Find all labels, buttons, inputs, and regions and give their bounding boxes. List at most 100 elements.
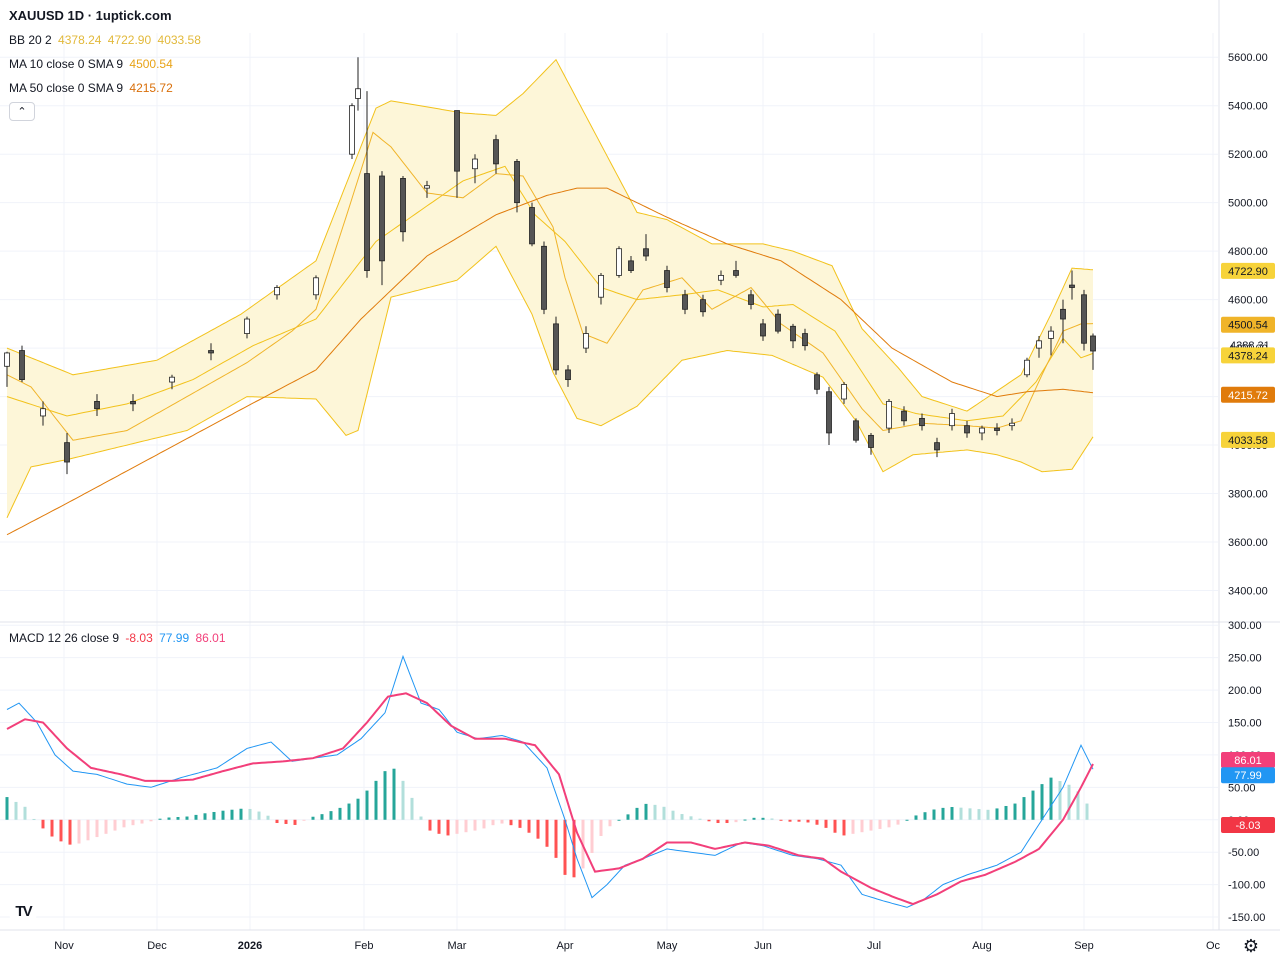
macd-histogram-bar: [527, 819, 531, 833]
macd-histogram-bar: [149, 819, 153, 822]
macd-y-tick-label: -150.00: [1228, 912, 1265, 924]
candle-body: [1081, 294, 1087, 344]
legend-ma10-name: MA 10 close 0 SMA 9: [9, 57, 124, 71]
macd-histogram-bar: [68, 819, 72, 845]
legend-ma50[interactable]: MA 50 close 0 SMA 9 4215.72: [9, 81, 173, 95]
macd-histogram-bar: [266, 815, 270, 820]
macd-histogram-bar: [509, 819, 513, 826]
candle-body: [208, 350, 214, 354]
candle-body: [718, 274, 724, 281]
candle-body: [313, 277, 319, 296]
candle-body: [19, 350, 25, 381]
legend-macd-signal: 86.01: [195, 631, 226, 645]
label-ma50-text: 4215.72: [1228, 390, 1268, 402]
macd-histogram-bar: [23, 806, 27, 820]
macd-histogram-bar: [716, 819, 720, 824]
label-ma50: 4215.72: [1221, 386, 1275, 403]
y-tick-label: 5000.00: [1228, 198, 1268, 210]
candle-body: [643, 248, 649, 257]
macd-histogram-bar: [977, 809, 981, 820]
label-macd-line-bg: [1221, 767, 1275, 784]
macd-histogram-bar: [644, 803, 648, 820]
macd-histogram-bar: [770, 818, 774, 820]
legend-bb-upper: 4722.90: [107, 33, 152, 47]
macd-histogram-bar: [176, 817, 180, 820]
candle-body: [424, 185, 430, 189]
macd-histogram-bar: [131, 819, 135, 826]
candle-body: [682, 294, 688, 310]
macd-histogram-bar: [365, 790, 369, 820]
candle-body: [1060, 308, 1066, 320]
macd-histogram-bar: [734, 819, 738, 823]
y-tick-label: 5400.00: [1228, 101, 1268, 113]
candle-body: [64, 442, 70, 463]
candle-body: [565, 369, 571, 381]
macd-histogram-bar: [347, 803, 351, 820]
candle-body: [400, 178, 406, 233]
macd-histogram-bar: [707, 819, 711, 822]
macd-histogram-bar: [923, 812, 927, 820]
tradingview-logo[interactable]: TV: [8, 898, 38, 924]
macd-line: [6, 654, 1094, 908]
candle-body: [826, 391, 832, 434]
legend-macd[interactable]: MACD 12 26 close 9 -8.03 77.99 86.01: [9, 631, 226, 645]
macd-histogram-bar: [905, 819, 909, 821]
x-tick-label: Mar: [448, 940, 467, 952]
macd-histogram-bar: [779, 819, 783, 821]
macd-histogram-bar: [158, 818, 162, 820]
macd-histogram-bar: [230, 809, 234, 820]
legend-bb-basis: 4378.24: [58, 33, 102, 47]
label-bb-basis-bg: [1221, 347, 1275, 364]
legend-ma50-name: MA 50 close 0 SMA 9: [9, 81, 124, 95]
x-tick-label: 2026: [238, 940, 262, 952]
candle-body: [814, 374, 820, 390]
label-macd-hist: -8.03: [1221, 816, 1275, 833]
macd-histogram-bar: [122, 819, 126, 828]
candle-body: [94, 401, 100, 410]
macd-histogram-bar: [590, 819, 594, 853]
macd-histogram-bar: [77, 819, 81, 844]
macd-histogram-bar: [482, 819, 486, 829]
label-ma50-bg: [1221, 386, 1275, 403]
legend-macd-macd: 77.99: [159, 631, 190, 645]
macd-histogram-bar: [86, 819, 90, 841]
label-bb-basis-text: 4378.24: [1228, 350, 1268, 362]
candle-body: [364, 173, 370, 271]
label-bb-upper-bg: [1221, 262, 1275, 279]
bollinger-band-fill: [7, 59, 1093, 518]
macd-histogram-bar: [167, 817, 171, 820]
candle-body: [541, 245, 547, 310]
candle-body: [169, 376, 175, 383]
macd-histogram-bar: [275, 819, 279, 824]
candle-body: [616, 248, 622, 276]
legend-bb-lower: 4033.58: [157, 33, 201, 47]
macd-histogram-bar: [545, 819, 549, 847]
x-tick-label: Jul: [867, 940, 881, 952]
candle-body: [868, 434, 874, 448]
candle-body: [130, 401, 136, 405]
candle-body: [1048, 330, 1054, 339]
macd-histogram-bar: [1004, 805, 1008, 820]
candle-body: [514, 161, 520, 204]
gear-icon[interactable]: ⚙: [1242, 936, 1260, 956]
macd-histogram-bar: [320, 814, 324, 820]
macd-histogram-bar: [338, 807, 342, 820]
label-ma10-text: 4500.54: [1228, 320, 1268, 332]
macd-histogram-bar: [113, 819, 117, 831]
legend-ma10[interactable]: MA 10 close 0 SMA 9 4500.54: [9, 57, 173, 71]
macd-histogram-bar: [185, 816, 189, 820]
candle-body: [583, 333, 589, 349]
x-tick-label: Sep: [1074, 940, 1094, 952]
macd-histogram-bar: [302, 819, 306, 821]
macd-histogram-bar: [500, 819, 504, 824]
candle-body: [919, 417, 925, 427]
macd-histogram-bar: [950, 807, 954, 820]
chevron-up-icon: ⌃: [17, 106, 27, 118]
x-tick-label: Oc: [1206, 940, 1221, 952]
collapse-legend-button[interactable]: ⌃: [9, 102, 35, 121]
macd-histogram-bar: [437, 819, 441, 834]
legend-bb[interactable]: BB 20 2 4378.24 4722.90 4033.58: [9, 33, 201, 47]
label-macd-line: 77.99: [1221, 767, 1275, 784]
candle-body: [355, 88, 361, 99]
